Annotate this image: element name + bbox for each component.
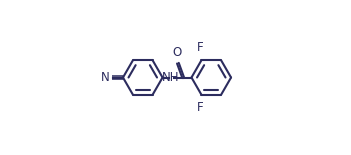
Text: F: F bbox=[197, 40, 204, 53]
Text: O: O bbox=[173, 46, 182, 59]
Text: N: N bbox=[101, 71, 110, 84]
Text: F: F bbox=[197, 102, 204, 115]
Text: NH: NH bbox=[162, 71, 180, 84]
